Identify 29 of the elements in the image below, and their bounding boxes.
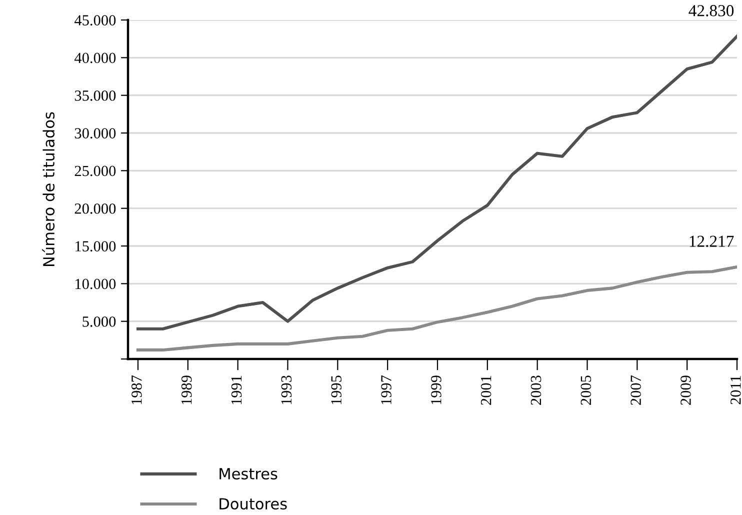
y-tick-label: 25.000 bbox=[74, 166, 116, 176]
x-tick-label: 1999 bbox=[431, 376, 442, 404]
annotation: 12.217 bbox=[690, 236, 734, 247]
annotation: 42.830 bbox=[688, 5, 734, 16]
y-tick-label: 5.000 bbox=[82, 316, 116, 327]
y-axis-title: Número de titulados bbox=[42, 112, 55, 266]
x-tick-label: 2011 bbox=[730, 376, 741, 404]
y-tick-label: 20.000 bbox=[74, 203, 116, 214]
x-tick-label: 1987 bbox=[132, 375, 142, 404]
x-tick-label: 2007 bbox=[630, 375, 641, 405]
y-tick-label: 30.000 bbox=[74, 128, 116, 139]
y-tick-label: 15.000 bbox=[76, 241, 116, 252]
y-tick-label: 35.000 bbox=[74, 90, 116, 101]
x-tick-label: 1993 bbox=[281, 376, 292, 404]
x-tick-label: 1995 bbox=[331, 376, 342, 404]
x-tick-label: 2009 bbox=[680, 376, 691, 405]
y-tick-label: 40.000 bbox=[74, 52, 116, 64]
y-tick-label: 45.000 bbox=[74, 15, 116, 26]
line-series bbox=[136, 34, 737, 330]
legend-label: Mestres bbox=[220, 468, 278, 480]
x-tick-label: 1991 bbox=[231, 376, 242, 404]
line-series bbox=[136, 265, 737, 352]
y-tick-label: 10.000 bbox=[76, 278, 116, 290]
legend-label: Doutores bbox=[220, 498, 287, 510]
x-tick-label: 2005 bbox=[580, 376, 592, 405]
x-tick-label: 2003 bbox=[530, 376, 542, 405]
x-tick-label: 1997 bbox=[381, 375, 392, 404]
x-tick-label: 2001 bbox=[480, 376, 492, 405]
x-tick-label: 1989 bbox=[181, 376, 192, 404]
